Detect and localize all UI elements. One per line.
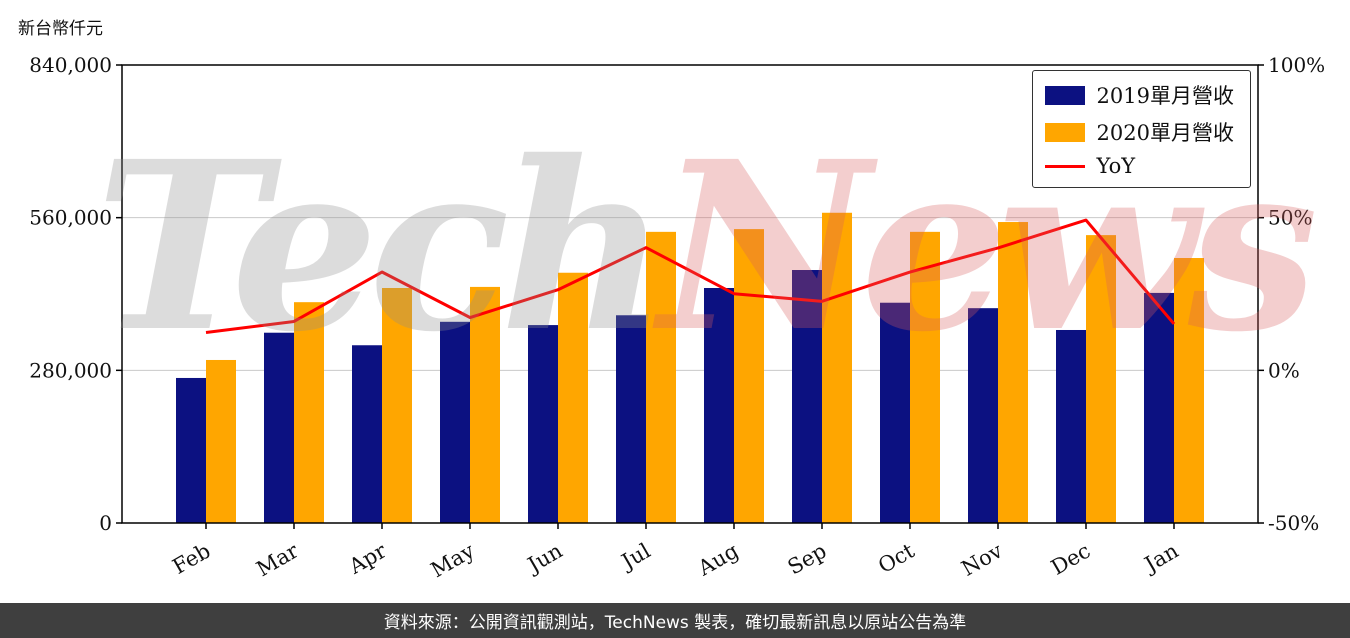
left-tick-label: 840,000 <box>29 53 112 77</box>
bar-2019-Jun <box>528 325 558 523</box>
bar-2020-Mar <box>294 302 324 523</box>
yoy-line <box>205 218 1176 334</box>
plot-border <box>121 64 1259 524</box>
bar-2020-Feb <box>206 359 236 523</box>
x-tick-label: Feb <box>168 539 214 579</box>
right-tick-label: 100% <box>1268 53 1325 77</box>
bar-2020-May <box>470 286 500 523</box>
bar-2020-Jun <box>558 272 588 523</box>
bar-2019-Dec <box>1056 329 1086 523</box>
x-tick-label: May <box>427 538 479 582</box>
legend-label-yoy: YoY <box>1096 154 1136 178</box>
bar-2020-Oct <box>910 231 940 524</box>
bar-2020-Aug <box>734 229 764 523</box>
right-tick-label: 50% <box>1268 206 1312 230</box>
chart-canvas: 0 280,000 560,000 840,000 -50% 0% 50% 100% Feb Ma… <box>29 53 1325 582</box>
legend-label-2019: 2019單月營收 <box>1096 84 1234 108</box>
left-axis-title: 新台幣仟元 <box>18 19 103 39</box>
left-tick-label: 560,000 <box>29 206 112 230</box>
legend-swatch-2019 <box>1044 85 1085 105</box>
legend-swatch-2020 <box>1044 122 1085 142</box>
x-tick-label: Dec <box>1047 539 1095 580</box>
bars-2020 <box>206 212 1204 524</box>
x-tick-label: Jul <box>616 538 655 574</box>
x-axis-ticks: Feb Mar Apr May Jun Jul Aug Sep Oct Nov Dec Jan <box>168 523 1183 582</box>
bar-2019-Jul <box>616 315 646 523</box>
x-tick-label: Nov <box>957 538 1006 580</box>
left-axis-ticks: 0 280,000 560,000 840,000 <box>29 53 122 535</box>
bar-2020-Nov <box>998 222 1028 523</box>
legend-swatch-yoy <box>1044 164 1085 168</box>
bar-2019-Oct <box>880 302 910 523</box>
x-tick-label: Sep <box>784 539 831 580</box>
left-tick-label: 0 <box>99 511 112 535</box>
x-tick-label: Aug <box>693 539 742 581</box>
bar-2019-Sep <box>792 270 822 523</box>
bar-2020-Jan <box>1174 258 1204 523</box>
legend-item-2020: 2020單月營收 <box>1044 117 1234 147</box>
footer-source-note: 資料來源：公開資訊觀測站，TechNews 製表，確切最新訊息以原站公告為準 <box>0 603 1350 638</box>
left-tick-label: 280,000 <box>29 358 112 382</box>
chart-legend: 2019單月營收 2020單月營收 YoY <box>1031 70 1251 188</box>
bars-2019 <box>176 270 1174 523</box>
x-tick-label: Jun <box>522 539 566 579</box>
bar-2020-Jul <box>646 231 676 524</box>
bar-2019-Aug <box>704 288 734 523</box>
right-tick-label: -50% <box>1268 511 1319 535</box>
bar-2019-Nov <box>968 308 998 523</box>
legend-item-2019: 2019單月營收 <box>1044 80 1234 110</box>
x-tick-label: Apr <box>344 538 391 579</box>
x-tick-label: Mar <box>252 538 303 581</box>
x-tick-label: Oct <box>874 538 919 578</box>
bar-2020-Sep <box>822 212 852 523</box>
bar-2020-Dec <box>1086 235 1116 523</box>
bar-2019-Apr <box>352 345 382 523</box>
bar-2019-Mar <box>264 332 294 523</box>
right-tick-label: 0% <box>1268 358 1300 382</box>
footer-text: 資料來源：公開資訊觀測站，TechNews 製表，確切最新訊息以原站公告為準 <box>383 613 967 633</box>
bar-2019-Jan <box>1144 292 1174 523</box>
right-axis-ticks: -50% 0% 50% 100% <box>1258 53 1325 535</box>
bar-2019-Feb <box>176 377 206 523</box>
bar-2019-May <box>440 321 470 523</box>
legend-item-yoy: YoY <box>1044 154 1234 178</box>
x-tick-label: Jan <box>1139 539 1183 578</box>
legend-label-2020: 2020單月營收 <box>1096 121 1234 145</box>
bar-2020-Apr <box>382 288 412 523</box>
